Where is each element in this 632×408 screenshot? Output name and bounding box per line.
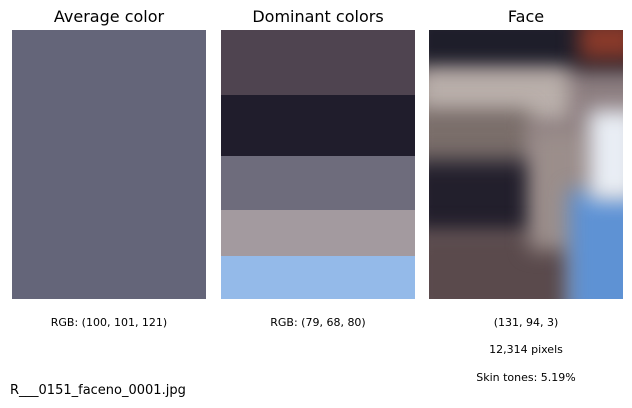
dominant-colors-title: Dominant colors xyxy=(252,7,384,26)
average-color-title: Average color xyxy=(53,7,165,26)
face-rgb: (131, 94, 3) xyxy=(493,316,559,329)
skin-tones-percentage: Skin tones: 5.19% xyxy=(476,371,576,384)
dominant-colors-stack xyxy=(221,30,415,299)
face-photo xyxy=(429,30,623,299)
dominant-color-band xyxy=(221,94,415,157)
dominant-color-rgb: RGB: (79, 68, 80) xyxy=(270,316,366,329)
dominant-color-band xyxy=(221,255,415,299)
dominant-color-band xyxy=(221,156,415,211)
face-title: Face xyxy=(507,7,545,26)
average-color-swatch xyxy=(12,30,206,299)
image-filename: R___0151_faceno_0001.jpg xyxy=(10,383,186,398)
face-pixel-count: 12,314 pixels xyxy=(489,343,563,356)
average-color-rgb: RGB: (100, 101, 121) xyxy=(50,316,168,329)
face-crop-image xyxy=(429,30,623,299)
dominant-color-band xyxy=(221,30,415,95)
dominant-color-band xyxy=(221,210,415,256)
